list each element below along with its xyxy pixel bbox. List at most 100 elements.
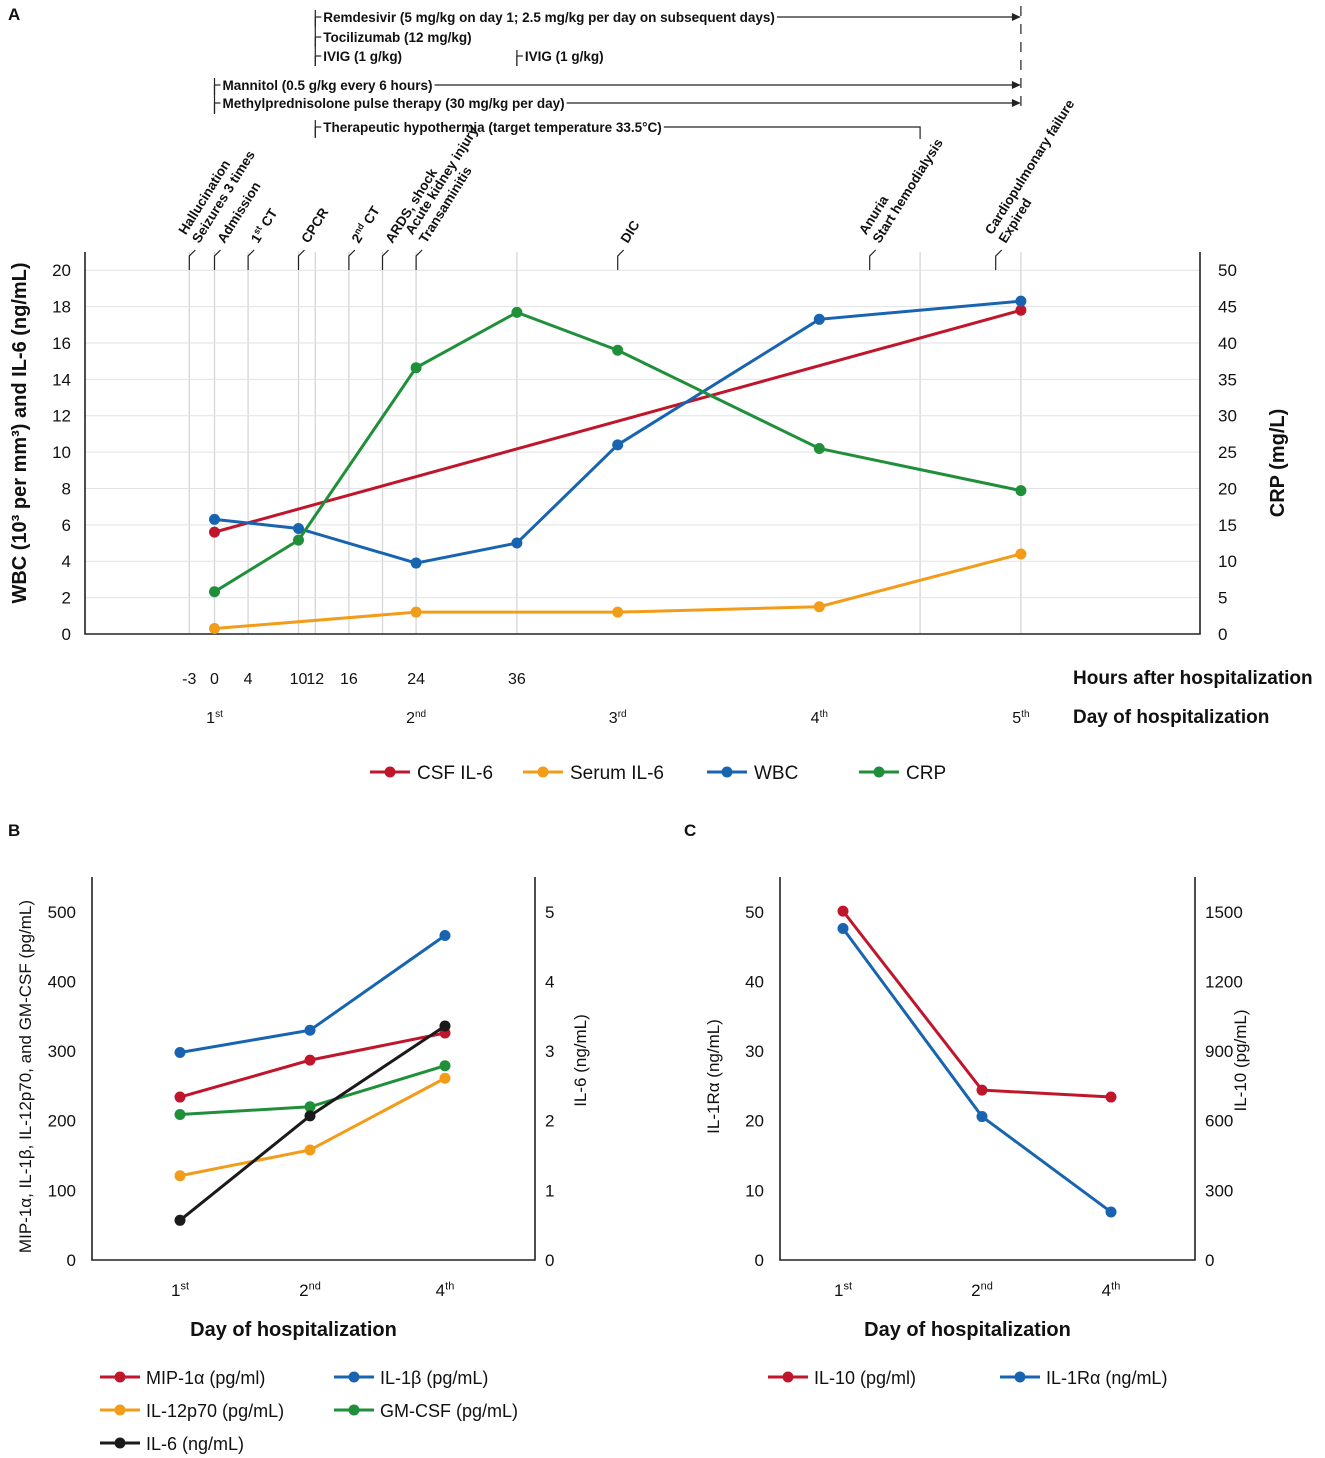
- event-marker: [617, 249, 625, 270]
- category-label-1: 1st: [171, 1281, 189, 1300]
- point-il-1r-ng-ml: [1105, 1206, 1117, 1218]
- point-il-12p70-pg-ml: [174, 1170, 186, 1182]
- legend-marker-gm-csf-pg-ml: [348, 1404, 360, 1416]
- treatment-label: Therapeutic hypothermia (target temperat…: [323, 120, 661, 135]
- point-crp: [612, 344, 624, 356]
- event-marker: [188, 249, 196, 270]
- panel-b-letter: B: [8, 821, 20, 840]
- y2-tick-label-25: 25: [1218, 443, 1237, 462]
- hour-tick-label--3: -3: [182, 671, 196, 688]
- series-line-il-10-pg-ml: [841, 910, 1112, 1099]
- hour-tick-label-36: 36: [508, 671, 526, 688]
- event-label-group: 1st CT: [247, 205, 281, 246]
- hour-tick-label-16: 16: [340, 671, 358, 688]
- y-tick-label-0: 0: [67, 1251, 76, 1270]
- panel-a-letter: A: [8, 5, 20, 24]
- treatment-label: Tocilizumab (12 mg/kg): [323, 30, 471, 45]
- y2-tick-label-40: 40: [1218, 334, 1237, 353]
- y-tick-label-10: 10: [745, 1181, 764, 1200]
- category-label-2: 2nd: [971, 1281, 993, 1300]
- panel-a-grid: [85, 252, 1200, 634]
- y2-tick-label-20: 20: [1218, 479, 1237, 498]
- legend-label-gm-csf-pg-ml: GM-CSF (pg/mL): [380, 1401, 518, 1421]
- treatment-end-line: [663, 126, 921, 139]
- hour-tick-label-12: 12: [306, 671, 324, 688]
- event-label-group: 2nd CT: [348, 202, 383, 246]
- y2-tick-label-5: 5: [1218, 589, 1227, 608]
- event-marker: [247, 249, 255, 270]
- event-label: 1st CT: [247, 205, 281, 246]
- treatment-arrowhead: [1011, 13, 1021, 21]
- point-wbc: [209, 513, 220, 525]
- treatment-label: Remdesivir (5 mg/kg on day 1; 2.5 mg/kg …: [323, 10, 775, 25]
- point-wbc: [813, 313, 825, 325]
- y2-tick-label-1500: 1500: [1205, 903, 1243, 922]
- y-tick-label-18: 18: [52, 298, 71, 317]
- hour-tick-label-24: 24: [407, 671, 425, 688]
- y2-tick-label-2: 2: [545, 1112, 554, 1131]
- y2-tick-label-50: 50: [1218, 261, 1237, 280]
- y2-tick-label-900: 900: [1205, 1042, 1233, 1061]
- point-wbc: [1015, 295, 1027, 307]
- y2-tick-label-35: 35: [1218, 370, 1237, 389]
- event-label: Start hemodialysis: [870, 136, 946, 246]
- y2-tick-label-4: 4: [545, 972, 554, 991]
- point-il-1-pg-ml: [174, 1046, 186, 1058]
- series-line-il-12p70-pg-ml: [179, 1076, 446, 1178]
- event-marker: [415, 249, 423, 270]
- point-crp: [511, 306, 523, 318]
- panel-b-axis-frame: [91, 877, 536, 1261]
- event-marker: [348, 249, 356, 270]
- legend-marker-crp: [873, 766, 885, 778]
- point-il-10-pg-ml: [976, 1084, 988, 1096]
- y-tick-label-4: 4: [62, 552, 71, 571]
- y2-tick-label-45: 45: [1218, 298, 1237, 317]
- y-tick-label-0: 0: [62, 625, 71, 644]
- hour-tick-label-0: 0: [210, 671, 219, 688]
- day-tick-label-1: 1st: [206, 709, 223, 727]
- point-gm-csf-pg-ml: [439, 1060, 451, 1072]
- legend-label-csf-il-6: CSF IL-6: [417, 763, 493, 784]
- legend-marker-il-1-pg-ml: [348, 1371, 360, 1383]
- point-il-1r-ng-ml: [976, 1111, 988, 1123]
- x-axis-title: Day of hospitalization: [190, 1319, 397, 1341]
- series-line-wbc: [214, 299, 1022, 565]
- point-il-12p70-pg-ml: [439, 1072, 451, 1084]
- x-axis-title-days: Day of hospitalization: [1073, 707, 1269, 728]
- event-label: 2nd CT: [348, 202, 383, 245]
- y-tick-label-30: 30: [745, 1042, 764, 1061]
- treatment-label: IVIG (1 g/kg): [525, 49, 604, 64]
- legend-label-il-1r-ng-ml: IL-1Rα (ng/mL): [1046, 1368, 1167, 1388]
- point-crp: [1015, 485, 1027, 497]
- y-tick-label-50: 50: [745, 903, 764, 922]
- point-serum-il-6: [1015, 548, 1027, 560]
- panel-c-legend: IL-10 (pg/ml) IL-1Rα (ng/mL): [768, 1368, 1167, 1388]
- panel-c-axes: 0 10 20 30 40 50 0 300 600 900 1200 1500 1st 2nd 4th Da…: [704, 903, 1250, 1341]
- event-label: CPCR: [298, 205, 331, 246]
- legend-label-crp: CRP: [906, 763, 946, 784]
- panel-a-treatments: Remdesivir (5 mg/kg on day 1; 2.5 mg/kg …: [213, 6, 1022, 139]
- panel-b-series: [174, 929, 451, 1226]
- y-tick-label-14: 14: [52, 370, 71, 389]
- y-tick-label-10: 10: [52, 443, 71, 462]
- y-axis-title: MIP-1α, IL-1β, IL-12p70, and GM-CSF (pg/…: [16, 900, 35, 1253]
- y-axis-title: IL-1Rα (ng/mL): [704, 1019, 723, 1134]
- category-label-4: 4th: [436, 1281, 455, 1300]
- point-il-6-ng-ml: [304, 1110, 316, 1122]
- panel-a-axis-frame: [84, 252, 1201, 635]
- point-il-6-ng-ml: [439, 1020, 451, 1032]
- point-crp: [293, 534, 304, 546]
- y-tick-label-100: 100: [48, 1181, 76, 1200]
- point-crp: [209, 586, 220, 598]
- hour-tick-label-4: 4: [244, 671, 253, 688]
- legend-marker-csf-il-6: [384, 766, 396, 778]
- treatment-label: Mannitol (0.5 g/kg every 6 hours): [223, 78, 433, 93]
- y2-tick-label-5: 5: [545, 903, 554, 922]
- y-tick-label-200: 200: [48, 1112, 76, 1131]
- panel-a-legend: CSF IL-6 Serum IL-6 WBC CRP: [370, 763, 946, 784]
- day-tick-label-2: 2nd: [406, 709, 426, 727]
- y-tick-label-400: 400: [48, 972, 76, 991]
- y2-tick-label-15: 15: [1218, 516, 1237, 535]
- panel-c-frame: [779, 877, 1196, 1261]
